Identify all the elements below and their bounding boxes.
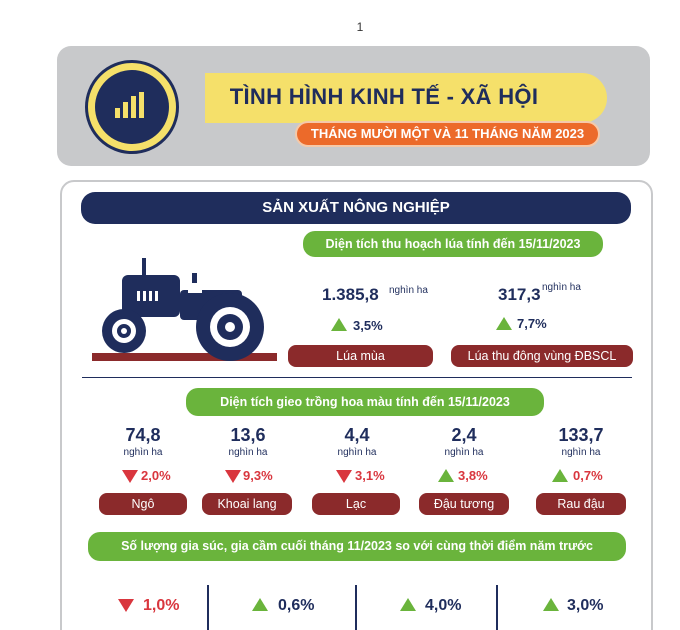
livestock-heading: Số lượng gia súc, gia cầm cuối tháng 11/… <box>88 532 626 561</box>
crop-unit-ngo: nghìn ha <box>123 447 163 458</box>
column-divider <box>355 585 357 630</box>
crop-label-rau-dau: Rau đậu <box>536 493 626 515</box>
rice-unit-1: nghìn ha <box>389 285 428 296</box>
down-arrow-icon <box>225 470 241 483</box>
livestock-change-3: 4,0% <box>425 597 462 614</box>
crop-label-dau-tuong: Đậu tương <box>419 493 509 515</box>
rice-change-2: 7,7% <box>517 316 547 331</box>
crop-value-ngo: 74,8 <box>125 425 161 445</box>
rice-change-1: 3,5% <box>353 318 383 333</box>
up-arrow-icon <box>543 598 559 611</box>
crop-value-lac: 4,4 <box>344 425 370 445</box>
down-arrow-icon <box>336 470 352 483</box>
crop-change-khoai-lang: 9,3% <box>243 468 273 483</box>
crop-change-rau-dau: 0,7% <box>573 468 603 483</box>
crop-value-dau-tuong: 2,4 <box>451 425 477 445</box>
logo-emblem <box>95 70 169 144</box>
column-divider <box>496 585 498 630</box>
crop-unit-rau-dau: nghìn ha <box>561 447 601 458</box>
rice-unit-2: nghìn ha <box>542 282 581 293</box>
page-subtitle: THÁNG MƯỜI MỘT VÀ 11 THÁNG NĂM 2023 <box>295 121 600 147</box>
up-arrow-icon <box>496 317 512 330</box>
rice-value-1: 1.385,8 <box>322 285 379 304</box>
crop-unit-khoai-lang: nghìn ha <box>228 447 268 458</box>
up-arrow-icon <box>400 598 416 611</box>
crop-unit-lac: nghìn ha <box>337 447 377 458</box>
crops-heading: Diện tích gieo trồng hoa màu tính đến 15… <box>186 388 544 416</box>
crop-change-ngo: 2,0% <box>141 468 171 483</box>
crop-value-rau-dau: 133,7 <box>558 425 604 445</box>
crop-label-lac: Lạc <box>312 493 400 515</box>
rice-heading: Diện tích thu hoạch lúa tính đến 15/11/2… <box>303 231 603 257</box>
crop-unit-dau-tuong: nghìn ha <box>444 447 484 458</box>
rice-label-1: Lúa mùa <box>288 345 433 367</box>
down-arrow-icon <box>118 599 134 612</box>
crop-label-ngo: Ngô <box>99 493 187 515</box>
gso-logo <box>85 60 179 154</box>
rice-label-2: Lúa thu đông vùng ĐBSCL <box>451 345 633 367</box>
tractor-icon <box>92 258 277 361</box>
up-arrow-icon <box>438 469 454 482</box>
rice-value-2: 317,3 <box>498 285 541 304</box>
crop-change-dau-tuong: 3,8% <box>458 468 488 483</box>
down-arrow-icon <box>122 470 138 483</box>
crop-value-khoai-lang: 13,6 <box>230 425 266 445</box>
livestock-change-4: 3,0% <box>567 597 604 614</box>
logo-bars-icon <box>115 92 151 118</box>
crop-change-lac: 3,1% <box>355 468 385 483</box>
header-banner <box>57 46 650 166</box>
page-number: 1 <box>356 20 364 34</box>
up-arrow-icon <box>331 318 347 331</box>
column-divider <box>207 585 209 630</box>
section-title: SẢN XUẤT NÔNG NGHIỆP <box>81 192 631 224</box>
section-divider <box>82 377 632 378</box>
livestock-change-1: 1,0% <box>143 597 180 614</box>
title-band <box>205 73 607 123</box>
up-arrow-icon <box>552 469 568 482</box>
livestock-change-2: 0,6% <box>278 597 315 614</box>
page-title: TÌNH HÌNH KINH TẾ - XÃ HỘI <box>229 84 539 109</box>
up-arrow-icon <box>252 598 268 611</box>
crop-label-khoai-lang: Khoai lang <box>202 493 292 515</box>
